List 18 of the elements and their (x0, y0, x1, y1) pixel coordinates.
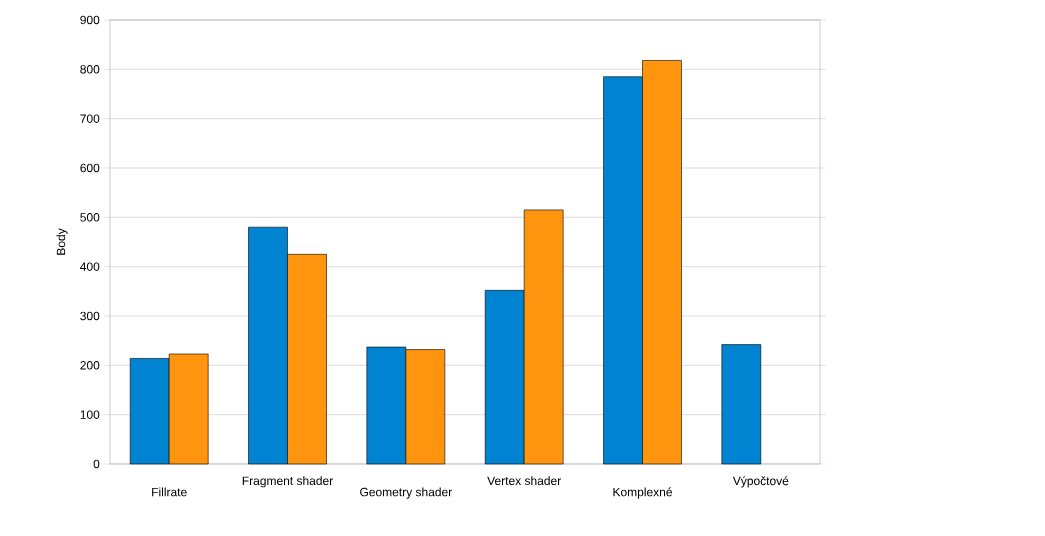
x-tick-label: Geometry shader (360, 487, 452, 499)
y-tick-label: 700 (80, 114, 100, 123)
x-tick-label: Komplexné (613, 487, 672, 499)
y-tick-label: 200 (80, 361, 100, 370)
y-tick-label: 900 (80, 15, 100, 25)
y-tick-label: 600 (80, 163, 100, 173)
x-tick-label: Fillrate (152, 487, 187, 497)
y-tick-label: 400 (80, 262, 100, 271)
y-tick-label: 800 (80, 65, 100, 74)
bar (721, 344, 762, 465)
x-tick-label: Výpočtové (732, 476, 789, 488)
y-tick-label: 500 (80, 213, 100, 222)
y-tick-label: 0 (93, 459, 100, 469)
y-tick-label: 100 (80, 410, 100, 419)
x-tick-label: Vertex shader (487, 476, 561, 485)
x-tick-label: Fragment shader (242, 476, 333, 488)
y-tick-label: 300 (80, 311, 100, 321)
y-axis-title: Body (56, 228, 68, 255)
